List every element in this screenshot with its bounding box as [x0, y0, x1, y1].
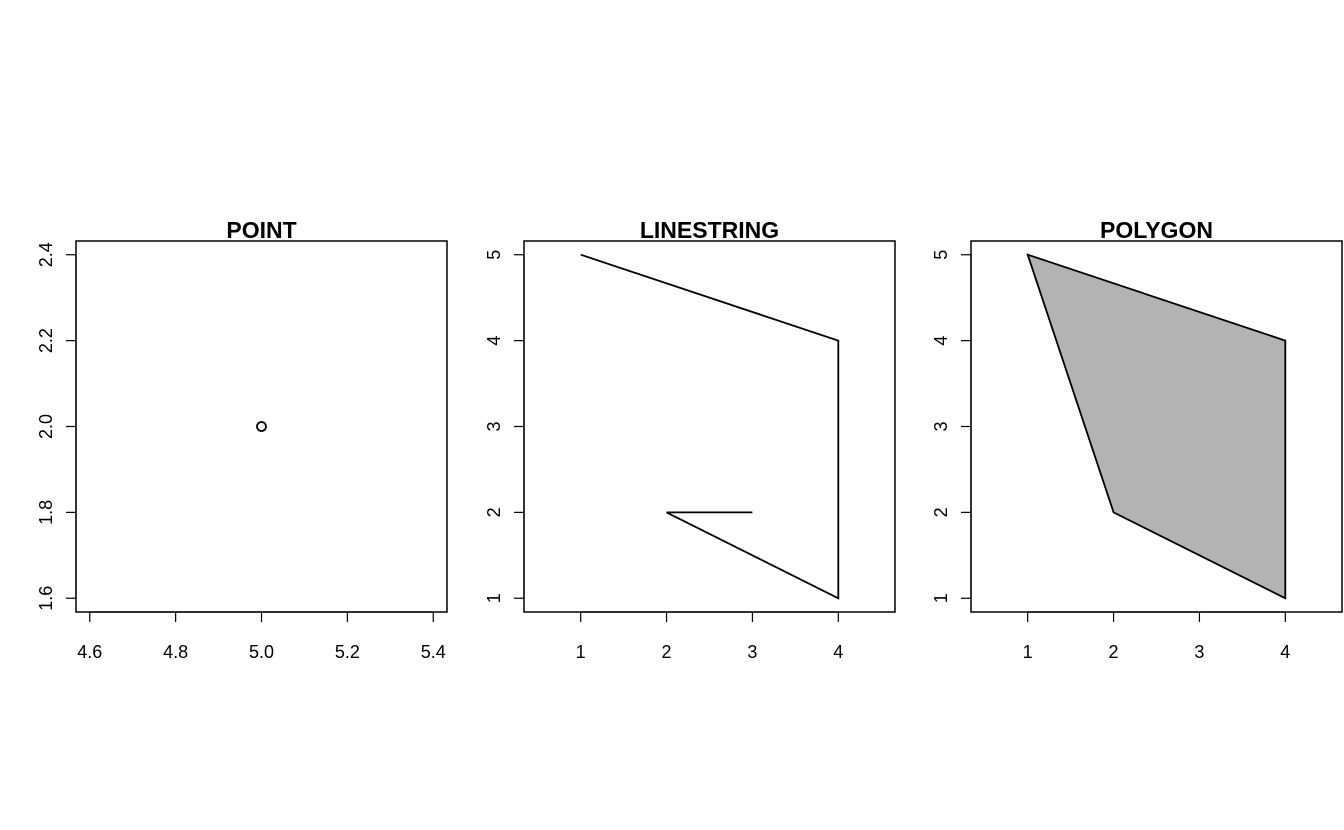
y-tick-label: 2 — [931, 507, 951, 517]
x-tick-label: 1 — [576, 642, 586, 662]
y-tick-label: 1.6 — [36, 586, 56, 611]
y-tick-label: 4 — [484, 336, 504, 346]
plot-frame — [523, 240, 896, 613]
x-tick-label: 2 — [1109, 642, 1119, 662]
chart-title: LINESTRING — [640, 217, 779, 243]
x-tick-label: 3 — [1194, 642, 1204, 662]
x-tick-label: 4 — [833, 642, 843, 662]
x-tick-label: 4 — [1280, 642, 1290, 662]
panel-linestring: 1 2 3 4 1 2 3 4 5 LINESTRING — [484, 217, 896, 662]
y-tick-label: 2.0 — [36, 414, 56, 439]
x-tick-label: 4.6 — [77, 642, 102, 662]
x-tick-label: 5.4 — [421, 642, 446, 662]
y-tick-label: 1 — [931, 593, 951, 603]
plot-frame — [75, 240, 448, 613]
point-mark — [256, 421, 267, 432]
y-tick-label: 5 — [931, 250, 951, 260]
y-tick-label: 3 — [931, 421, 951, 431]
panel-point: 4.6 4.8 5.0 5.2 5.4 1.6 1.8 2.0 2.2 2.4 POINT — [36, 217, 448, 662]
x-tick-label: 2 — [662, 642, 672, 662]
y-tick-label: 2.2 — [36, 328, 56, 353]
x-tick-label: 5.2 — [335, 642, 360, 662]
x-tick-label: 4.8 — [163, 642, 188, 662]
x-tick-label: 5.0 — [249, 642, 274, 662]
y-tick-label: 1 — [484, 593, 504, 603]
chart-title: POINT — [226, 217, 296, 243]
x-tick-label: 1 — [1023, 642, 1033, 662]
panel-polygon: 1 2 3 4 1 2 3 4 5 POLYGON — [931, 217, 1343, 662]
polygon-mark — [1026, 253, 1287, 600]
chart-title: POLYGON — [1100, 217, 1213, 243]
y-tick-label: 5 — [484, 250, 504, 260]
y-tick-label: 4 — [931, 336, 951, 346]
x-tick-label: 3 — [747, 642, 757, 662]
y-tick-label: 2 — [484, 507, 504, 517]
y-tick-label: 3 — [484, 421, 504, 431]
y-tick-label: 1.8 — [36, 500, 56, 525]
y-tick-label: 2.4 — [36, 242, 56, 267]
linestring-mark — [580, 253, 840, 600]
